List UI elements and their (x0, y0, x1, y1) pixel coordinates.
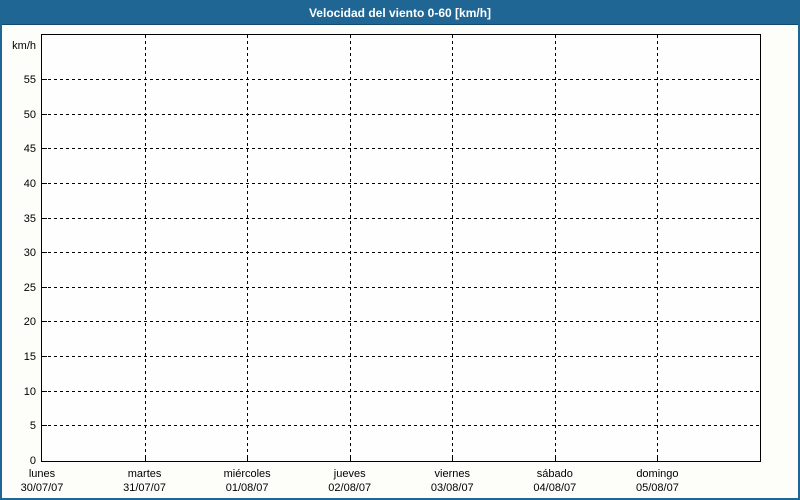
x-day-label: lunes (0, 468, 94, 481)
x-grid-line (657, 35, 658, 461)
y-grid-line (42, 183, 760, 184)
y-axis-tick (42, 425, 47, 426)
x-axis-tick (350, 456, 351, 461)
y-grid-line (42, 114, 760, 115)
y-axis-tick (42, 79, 47, 80)
x-date-label: 30/07/07 (0, 482, 94, 495)
y-axis-tick (42, 287, 47, 288)
x-date-label: 01/08/07 (195, 482, 299, 495)
y-axis-tick (42, 252, 47, 253)
x-axis-tick (145, 456, 146, 461)
y-grid-line (42, 252, 760, 253)
y-tick-label: 40 (2, 177, 36, 191)
y-tick-label: 0 (2, 454, 36, 468)
x-date-label: 04/08/07 (503, 482, 607, 495)
y-axis-tick (42, 356, 47, 357)
x-day-label: jueves (298, 468, 402, 481)
x-day-label: miércoles (195, 468, 299, 481)
y-grid-line (42, 218, 760, 219)
y-tick-label: 5 (2, 419, 36, 433)
x-grid-line (145, 35, 146, 461)
y-grid-line (42, 79, 760, 80)
x-date-label: 03/08/07 (400, 482, 504, 495)
y-axis-tick (42, 183, 47, 184)
x-grid-line (350, 35, 351, 461)
x-date-label: 02/08/07 (298, 482, 402, 495)
y-axis-tick (42, 391, 47, 392)
wind-speed-chart-widget: Velocidad del viento 0-60 [km/h] km/h 05… (0, 0, 800, 500)
y-axis-tick (42, 321, 47, 322)
y-tick-label: 15 (2, 350, 36, 364)
plot-area (41, 34, 761, 462)
y-grid-line (42, 287, 760, 288)
y-grid-line (42, 425, 760, 426)
x-day-label: sábado (503, 468, 607, 481)
x-grid-line (452, 35, 453, 461)
y-tick-label: 30 (2, 246, 36, 260)
y-tick-label: 45 (2, 142, 36, 156)
x-axis-tick (452, 456, 453, 461)
x-day-label: domingo (605, 468, 709, 481)
y-tick-label: 50 (2, 108, 36, 122)
x-date-label: 31/07/07 (93, 482, 197, 495)
y-axis-tick (42, 148, 47, 149)
y-axis-unit-label: km/h (2, 39, 36, 53)
y-axis-tick (42, 218, 47, 219)
y-tick-label: 10 (2, 385, 36, 399)
x-axis-tick (555, 456, 556, 461)
x-date-label: 05/08/07 (605, 482, 709, 495)
x-day-label: martes (93, 468, 197, 481)
y-axis-tick (42, 114, 47, 115)
y-grid-line (42, 356, 760, 357)
x-day-label: viernes (400, 468, 504, 481)
y-tick-label: 20 (2, 315, 36, 329)
y-grid-line (42, 391, 760, 392)
x-axis-tick (247, 456, 248, 461)
y-tick-label: 25 (2, 281, 36, 295)
y-grid-line (42, 148, 760, 149)
chart-title-bar: Velocidad del viento 0-60 [km/h] (2, 2, 798, 25)
x-grid-line (247, 35, 248, 461)
y-tick-label: 55 (2, 73, 36, 87)
y-tick-label: 35 (2, 212, 36, 226)
x-axis-tick (657, 456, 658, 461)
x-grid-line (555, 35, 556, 461)
y-grid-line (42, 321, 760, 322)
